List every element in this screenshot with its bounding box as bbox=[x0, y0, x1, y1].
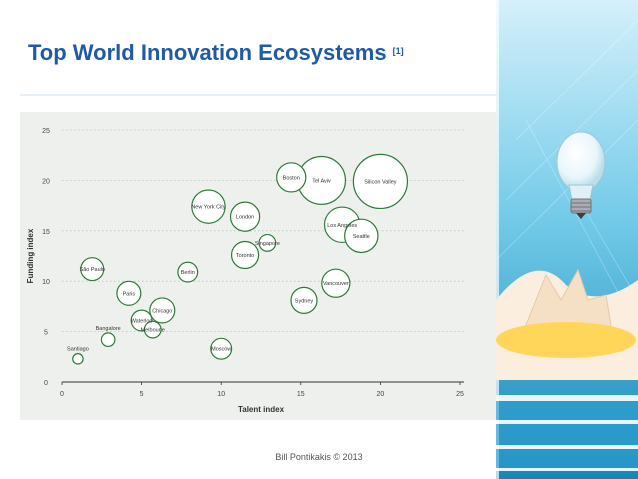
bubble-sydney bbox=[290, 286, 318, 314]
bubble-label-moscow: Moscow bbox=[211, 347, 231, 353]
x-tick-label: 5 bbox=[140, 391, 144, 398]
bubble-label-chicago: Chicago bbox=[152, 308, 172, 314]
bubble-label-santiago: Santiago bbox=[67, 347, 89, 353]
bubble-label-london: London bbox=[236, 215, 254, 221]
bubble-seattle bbox=[344, 218, 379, 254]
bubble-label-new-york-city: New York City bbox=[191, 205, 225, 211]
bubbles bbox=[72, 153, 409, 365]
title-reference: [1] bbox=[392, 46, 404, 56]
y-tick-label: 25 bbox=[42, 128, 50, 135]
bubble-label-waterloo: Waterloo bbox=[131, 319, 153, 325]
bubble-label-tel-aviv: Tel Aviv bbox=[312, 178, 331, 184]
bubble-label-toronto: Toronto bbox=[236, 253, 254, 259]
bubble-london bbox=[229, 201, 261, 232]
bubble-chicago bbox=[149, 297, 176, 324]
bubble-label-sao-paulo: São Paulo bbox=[80, 267, 105, 273]
x-tick-label: 0 bbox=[60, 391, 64, 398]
bubble-vancouver bbox=[321, 268, 351, 298]
y-tick-label: 0 bbox=[44, 380, 48, 387]
x-tick-label: 10 bbox=[217, 391, 225, 398]
bubble-paris bbox=[116, 280, 142, 306]
bubble-toronto bbox=[230, 240, 260, 270]
bubble-sao-paulo bbox=[80, 257, 105, 282]
bubble-singapore bbox=[258, 233, 277, 252]
decorative-lightbulb-eggshell-image bbox=[496, 0, 638, 479]
bubble-label-bangalore: Bangalore bbox=[96, 326, 121, 332]
x-axis-title: Talent index bbox=[238, 405, 285, 414]
bubble-label-vancouver: Vancouver bbox=[323, 281, 349, 287]
bubble-label-seattle: Seattle bbox=[353, 234, 370, 240]
bubble-label-los-angeles: Los Angeles bbox=[327, 223, 357, 229]
bubble-labels: Santiago Bangalore São Paulo Paris Waterloo M… bbox=[67, 175, 397, 352]
bubble-silicon-valley bbox=[352, 153, 409, 210]
bubble-chart: 0 5 10 15 20 25 0 5 10 15 20 25 Talent index Funding … bbox=[20, 112, 496, 420]
bubble-label-boston: Boston bbox=[283, 175, 300, 181]
x-tick-label: 15 bbox=[297, 391, 305, 398]
bubble-boston bbox=[276, 162, 307, 193]
y-tick-label: 5 bbox=[44, 330, 48, 337]
bubble-moscow bbox=[210, 337, 233, 360]
y-tick-label: 10 bbox=[42, 279, 50, 286]
x-tick-label: 25 bbox=[456, 391, 464, 398]
bubble-label-berlin: Berlin bbox=[181, 270, 195, 276]
x-tick-label: 20 bbox=[377, 391, 385, 398]
slide-title: Top World Innovation Ecosystems [1] bbox=[28, 40, 404, 66]
bubble-bangalore bbox=[100, 332, 116, 348]
y-tick-label: 20 bbox=[42, 178, 50, 185]
footer-credit: Bill Pontikakis © 2013 bbox=[275, 452, 363, 462]
y-axis-title: Funding index bbox=[26, 228, 35, 283]
title-divider bbox=[20, 94, 498, 96]
bubble-label-singapore: Singapore bbox=[255, 241, 280, 247]
slide-title-text: Top World Innovation Ecosystems bbox=[28, 40, 387, 65]
bubble-new-york-city bbox=[191, 189, 226, 224]
bubble-label-sydney: Sydney bbox=[295, 298, 314, 304]
axes: 0 5 10 15 20 25 0 5 10 15 20 25 Talent index Funding … bbox=[26, 128, 464, 414]
y-tick-label: 15 bbox=[42, 229, 50, 236]
bubble-label-melboune: Melboune bbox=[141, 328, 165, 334]
bubble-label-paris: Paris bbox=[123, 291, 136, 297]
bubble-label-silicon-valley: Silicon Valley bbox=[364, 179, 397, 185]
bubble-santiago bbox=[72, 353, 84, 365]
bubble-melboune bbox=[143, 320, 162, 339]
bubble-berlin bbox=[177, 261, 199, 283]
